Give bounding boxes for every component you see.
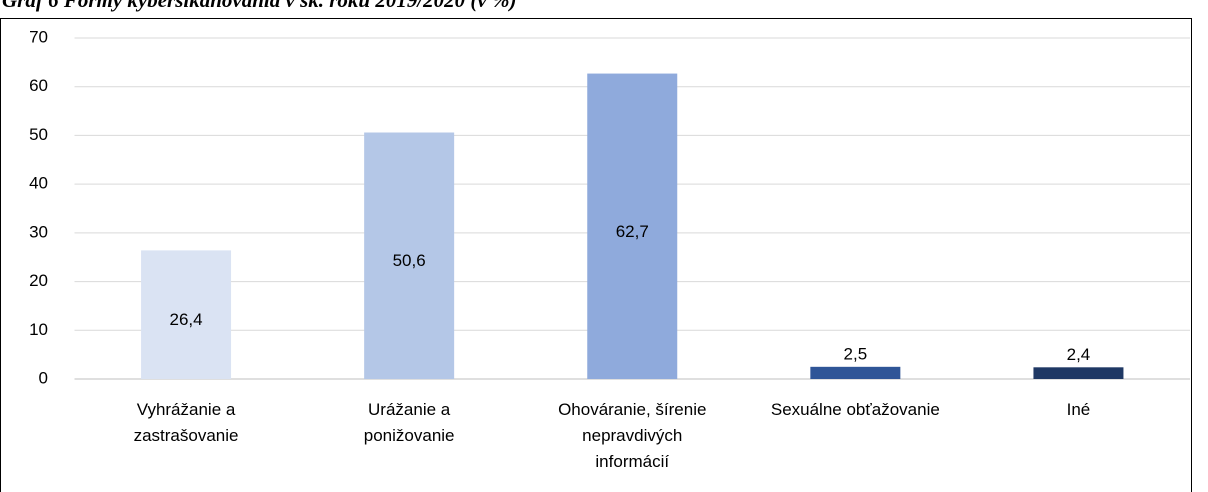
x-tick-label-line: zastrašovanie bbox=[134, 426, 239, 445]
data-label: 26,4 bbox=[170, 310, 203, 329]
y-tick-label: 0 bbox=[39, 368, 48, 387]
y-tick-label: 40 bbox=[29, 174, 48, 193]
x-tick-label-line: Vyhrážanie a bbox=[137, 400, 236, 419]
y-tick-label: 50 bbox=[29, 125, 48, 144]
x-tick-label-line: Iné bbox=[1067, 400, 1091, 419]
x-tick-label-line: Urážanie a bbox=[368, 400, 451, 419]
bar bbox=[587, 73, 678, 379]
y-tick-label: 30 bbox=[29, 222, 48, 241]
bar bbox=[141, 250, 232, 379]
data-label: 2,4 bbox=[1067, 345, 1091, 364]
x-tick-label: Ohováranie, šírenie nepravdivých informáci… bbox=[558, 400, 706, 471]
x-tick-label: Vyhrážanie a zastrašovanie bbox=[134, 400, 239, 445]
x-tick-label-line: ponižovanie bbox=[364, 426, 455, 445]
data-label: 50,6 bbox=[393, 251, 426, 270]
x-tick-label-line: Sexuálne obťažovanie bbox=[771, 400, 940, 419]
x-tick-label-line: Ohováranie, šírenie bbox=[558, 400, 706, 419]
y-tick-label: 70 bbox=[29, 27, 48, 46]
x-tick-label: Sexuálne obťažovanie bbox=[771, 400, 940, 419]
chart-title: Graf 6 Formy kyberšikanovania v šk. roku… bbox=[2, 0, 516, 12]
x-tick-label-line: nepravdivých bbox=[582, 426, 682, 445]
bar bbox=[364, 132, 455, 379]
bar bbox=[810, 366, 901, 379]
data-label: 2,5 bbox=[844, 344, 868, 363]
y-tick-label: 60 bbox=[29, 76, 48, 95]
y-tick-label: 20 bbox=[29, 271, 48, 290]
chart-border bbox=[0, 18, 1192, 492]
x-tick-label: Iné bbox=[1067, 400, 1091, 419]
x-tick-label-line: informácií bbox=[595, 452, 669, 471]
x-tick-label: Urážanie a ponižovanie bbox=[364, 400, 455, 445]
bar bbox=[1033, 367, 1124, 379]
data-label: 62,7 bbox=[616, 222, 649, 241]
y-tick-label: 10 bbox=[29, 320, 48, 339]
